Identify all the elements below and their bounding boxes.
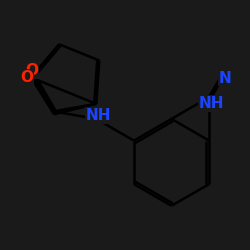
Text: NH: NH bbox=[198, 96, 224, 111]
Text: O: O bbox=[25, 63, 38, 78]
Text: O: O bbox=[20, 70, 33, 85]
Text: N: N bbox=[219, 70, 232, 86]
Text: NH: NH bbox=[86, 108, 111, 123]
